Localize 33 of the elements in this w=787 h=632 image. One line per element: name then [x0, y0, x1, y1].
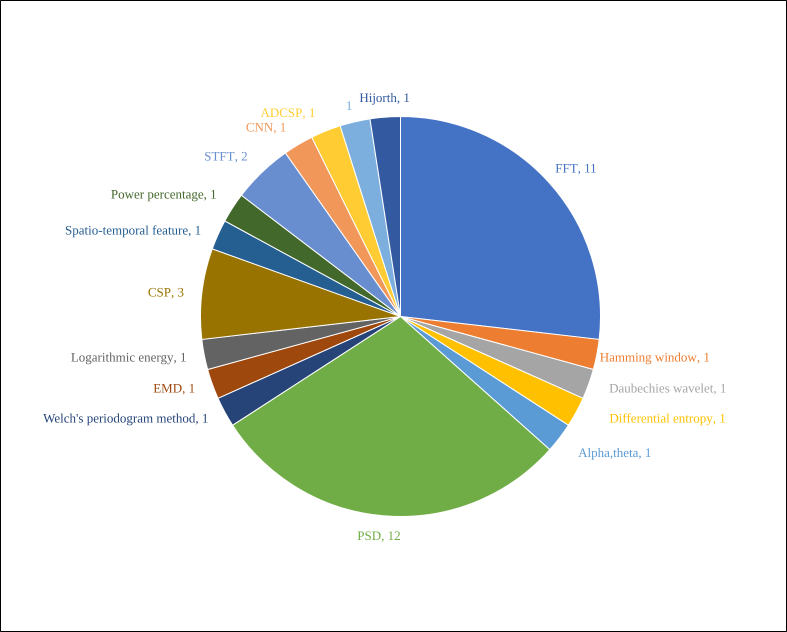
data-label: , 1	[302, 104, 316, 120]
slice-label: FFT	[555, 160, 578, 176]
data-label: , 11	[578, 160, 597, 176]
slice-label: Hijorth	[359, 90, 398, 106]
data-label: , 1	[195, 410, 208, 426]
data-label: , 1	[273, 119, 286, 134]
data-label: , 1	[713, 380, 726, 396]
slice-label: Daubechies wavelet	[609, 380, 714, 396]
slice-label: Logarithmic energy	[70, 349, 174, 364]
data-label: , 2	[234, 148, 248, 164]
slice-label: Differential entropy	[609, 410, 714, 426]
data-label: , 1	[204, 186, 217, 202]
slice-label: CNN	[246, 119, 274, 134]
slice-label: Welch's periodogram method	[43, 410, 196, 426]
data-label: , 1	[696, 349, 710, 364]
slice-label: ADCSP	[260, 104, 302, 120]
slice-label: Alpha,theta	[578, 445, 639, 460]
data-label: , 3	[171, 284, 184, 300]
data-label: , 1	[182, 380, 196, 396]
slice-label: CSP	[148, 284, 172, 300]
slice-label: Hamming window	[600, 349, 698, 364]
slice-label: Power percentage	[110, 186, 204, 202]
slice-label: Spatio-temporal feature	[65, 222, 188, 238]
data-label: , 1	[188, 222, 202, 238]
data-label: , 1	[712, 410, 726, 426]
slice-label: EMD	[153, 380, 182, 396]
data-label: 1	[346, 98, 352, 114]
slice-label: STFT	[204, 148, 235, 164]
slice-label: PSD	[357, 528, 382, 543]
data-label: , 1	[396, 90, 410, 106]
data-label: , 1	[173, 349, 186, 364]
data-label: , 1	[638, 445, 652, 460]
data-label: , 12	[381, 528, 401, 543]
